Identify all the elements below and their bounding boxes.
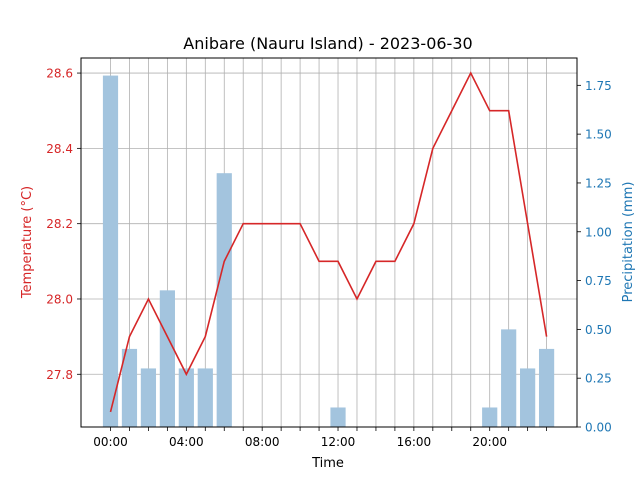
precipitation-bar	[538, 348, 555, 427]
precipitation-bar	[330, 407, 346, 427]
y-right-tick-label: 1.00	[585, 225, 612, 239]
y-axis-right-label: Precipitation (mm)	[621, 182, 636, 303]
y-left-tick-label: 28.0	[46, 292, 73, 306]
y-right-tick-label: 0.75	[585, 274, 612, 288]
y-right-tick-label: 1.75	[585, 79, 612, 93]
precipitation-bar	[216, 173, 232, 427]
y-axis-left: 27.8 28.0 28.2 28.4 28.6	[46, 67, 81, 382]
precipitation-bar	[501, 329, 517, 427]
precipitation-bar	[482, 407, 498, 427]
precipitation-bar	[520, 368, 536, 427]
precipitation-bars	[102, 75, 555, 428]
grid	[81, 58, 577, 427]
x-axis-label: Time	[311, 456, 344, 471]
precipitation-bar	[102, 75, 119, 428]
plot-frame	[80, 57, 578, 428]
y-left-tick-label: 27.8	[46, 368, 73, 382]
x-tick-label: 08:00	[245, 435, 280, 449]
y-right-tick-label: 0.00	[585, 421, 612, 435]
x-tick-label: 04:00	[169, 435, 204, 449]
y-left-tick-label: 28.6	[46, 67, 73, 81]
x-tick-label: 00:00	[93, 435, 128, 449]
y-right-tick-label: 0.50	[585, 323, 612, 337]
x-tick-label: 20:00	[472, 435, 507, 449]
chart-title: Anibare (Nauru Island) - 2023-06-30	[183, 34, 472, 53]
y-right-tick-label: 0.25	[585, 372, 612, 386]
y-left-tick-label: 28.2	[46, 217, 73, 231]
precipitation-bar	[121, 348, 138, 427]
x-tick-label: 12:00	[321, 435, 356, 449]
precipitation-bar	[197, 368, 213, 427]
y-axis-right: 0.00 0.25 0.50 0.75 1.00 1.25 1.50 1.75	[577, 79, 612, 435]
x-axis: 00:00 04:00 08:00 12:00 16:00 20:00	[93, 427, 547, 449]
y-left-tick-label: 28.4	[46, 142, 73, 156]
temperature-series-line	[109, 71, 548, 413]
precipitation-bar	[178, 368, 194, 427]
precipitation-bar	[140, 368, 157, 427]
y-axis-left-label: Temperature (°C)	[20, 186, 35, 299]
temperature-line	[109, 71, 548, 413]
y-right-tick-label: 1.25	[585, 176, 612, 190]
y-right-tick-label: 1.50	[585, 128, 612, 142]
precipitation-bar	[159, 290, 175, 427]
x-tick-label: 16:00	[397, 435, 432, 449]
